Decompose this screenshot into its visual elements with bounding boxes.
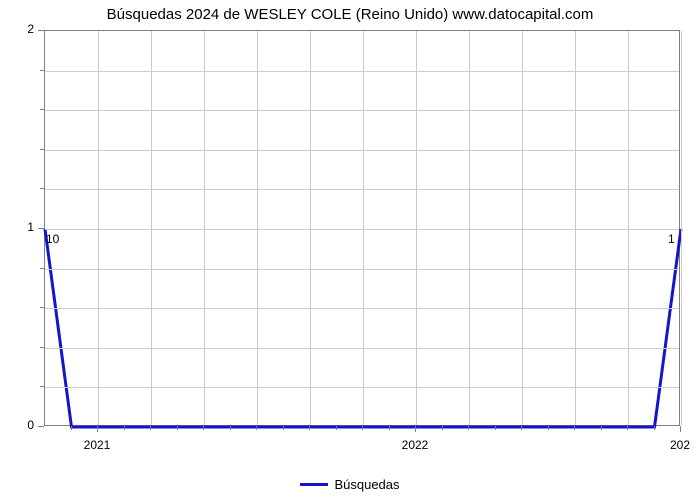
x-minor-tick-mark — [177, 426, 178, 430]
grid-line-v — [628, 31, 629, 425]
grid-line-v — [98, 31, 99, 425]
legend: Búsquedas — [0, 476, 700, 492]
grid-line-h — [45, 71, 679, 72]
x-minor-tick-mark — [309, 426, 310, 430]
endpoint-label-left: 10 — [46, 232, 59, 246]
x-minor-tick-mark — [203, 426, 204, 430]
y-minor-tick-mark — [40, 307, 44, 308]
grid-line-h — [45, 229, 679, 230]
x-minor-tick-mark — [150, 426, 151, 430]
x-minor-tick-mark — [256, 426, 257, 430]
legend-label: Búsquedas — [334, 477, 399, 492]
x-minor-tick-mark — [601, 426, 602, 430]
chart-title: Búsquedas 2024 de WESLEY COLE (Reino Uni… — [0, 6, 700, 23]
plot-area — [44, 30, 680, 426]
x-minor-tick-mark — [362, 426, 363, 430]
y-tick-label: 0 — [0, 418, 34, 432]
x-minor-tick-mark — [442, 426, 443, 430]
grid-line-h — [45, 348, 679, 349]
y-minor-tick-mark — [40, 347, 44, 348]
grid-line-v — [204, 31, 205, 425]
y-minor-tick-mark — [40, 149, 44, 150]
x-minor-tick-mark — [574, 426, 575, 430]
grid-line-v — [257, 31, 258, 425]
legend-swatch — [300, 483, 328, 486]
grid-line-v — [363, 31, 364, 425]
grid-line-v — [522, 31, 523, 425]
x-minor-tick-mark — [495, 426, 496, 430]
grid-line-h — [45, 387, 679, 388]
y-minor-tick-mark — [40, 386, 44, 387]
endpoint-label-right: 1 — [668, 232, 675, 246]
y-tick-label: 1 — [0, 220, 34, 234]
grid-line-v — [151, 31, 152, 425]
x-tick-label: 202 — [670, 438, 690, 452]
grid-line-v — [681, 31, 682, 425]
y-tick-mark — [38, 30, 44, 31]
x-minor-tick-mark — [97, 426, 98, 430]
grid-line-h — [45, 110, 679, 111]
x-minor-tick-mark — [521, 426, 522, 430]
y-minor-tick-mark — [40, 268, 44, 269]
grid-line-h — [45, 269, 679, 270]
y-tick-mark — [38, 228, 44, 229]
x-minor-tick-mark — [124, 426, 125, 430]
y-tick-mark — [38, 426, 44, 427]
grid-line-h — [45, 308, 679, 309]
grid-line-h — [45, 189, 679, 190]
x-minor-tick-mark — [230, 426, 231, 430]
y-tick-label: 2 — [0, 22, 34, 36]
y-minor-tick-mark — [40, 188, 44, 189]
x-minor-tick-mark — [468, 426, 469, 430]
x-tick-label: 2022 — [402, 438, 429, 452]
x-minor-tick-mark — [415, 426, 416, 430]
x-minor-tick-mark — [654, 426, 655, 430]
y-minor-tick-mark — [40, 109, 44, 110]
x-minor-tick-mark — [389, 426, 390, 430]
x-minor-tick-mark — [336, 426, 337, 430]
x-minor-tick-mark — [680, 426, 681, 430]
x-minor-tick-mark — [548, 426, 549, 430]
grid-line-v — [310, 31, 311, 425]
grid-line-v — [575, 31, 576, 425]
grid-line-v — [416, 31, 417, 425]
y-minor-tick-mark — [40, 70, 44, 71]
x-minor-tick-mark — [283, 426, 284, 430]
x-tick-label: 2021 — [84, 438, 111, 452]
chart-container: Búsquedas 2024 de WESLEY COLE (Reino Uni… — [0, 0, 700, 500]
grid-line-h — [45, 150, 679, 151]
x-minor-tick-mark — [71, 426, 72, 430]
grid-line-v — [469, 31, 470, 425]
x-minor-tick-mark — [627, 426, 628, 430]
